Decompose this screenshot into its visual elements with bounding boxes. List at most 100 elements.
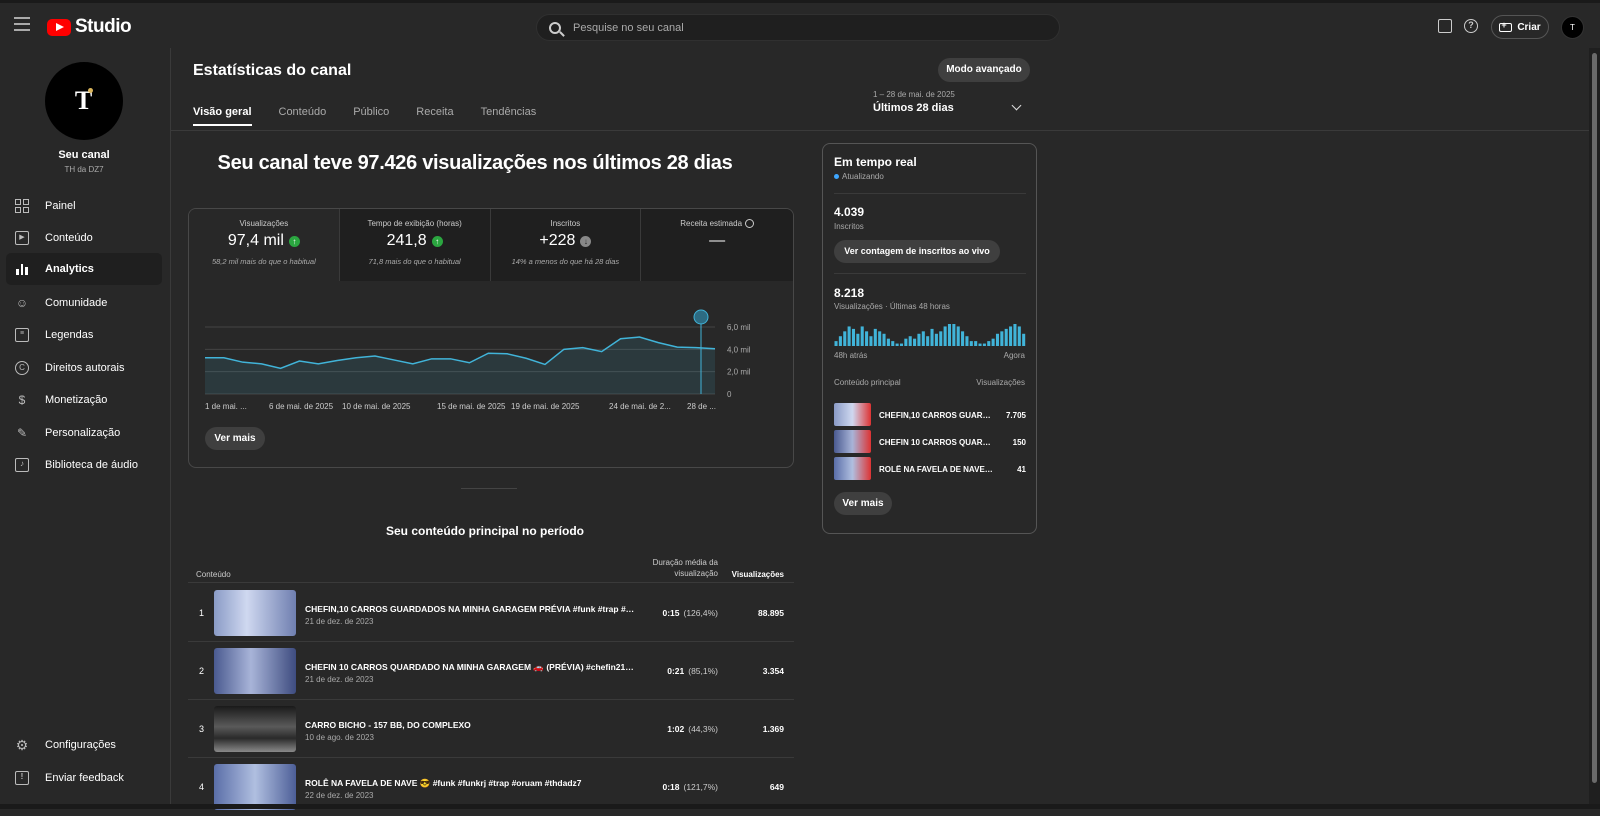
sidebar-item-label: Configurações — [45, 739, 116, 751]
realtime-list-item[interactable]: CHEFIN 10 CARROS QUARDADO NA MINHA GARAG… — [834, 430, 1026, 454]
video-title[interactable]: CHEFIN,10 CARROS GUARDADOS NA MINHA GARA… — [305, 604, 635, 614]
metric-value: 97,4 mil — [227, 232, 284, 249]
sidebar-item-feedback[interactable]: ! Enviar feedback — [6, 762, 162, 794]
main-content: Estatísticas do canal Modo avançado Visã… — [171, 48, 1600, 810]
top-bar: Studio ? Criar T — [0, 0, 1600, 48]
realtime-subscribers-label: Inscritos — [834, 222, 864, 231]
axis-start-label: 48h atrás — [834, 351, 868, 360]
duration-value: 0:15 — [662, 608, 680, 618]
realtime-list-item[interactable]: CHEFIN,10 CARROS GUARDADOS NA MINHA GARA… — [834, 403, 1026, 427]
metric-subscribers[interactable]: Inscritos +228 ↓ 14% a menos do que há 28… — [490, 209, 642, 281]
realtime-bar — [834, 341, 838, 346]
sidebar-item-dashboard[interactable]: Painel — [6, 190, 162, 222]
menu-icon[interactable] — [14, 17, 30, 31]
row-rank: 4 — [199, 782, 205, 792]
channel-label: Seu canal — [58, 149, 110, 161]
video-thumbnail[interactable] — [214, 648, 296, 694]
realtime-bar — [886, 338, 890, 346]
table-row[interactable]: 3 CARRO BICHO - 157 BB, DO COMPLEXO 10 d… — [188, 700, 794, 758]
messages-icon[interactable] — [1438, 19, 1452, 33]
sidebar-item-analytics[interactable]: Analytics — [6, 253, 162, 285]
realtime-list-item[interactable]: ROLÊ NA FAVELA DE NAVE 😎 41 — [834, 457, 1026, 481]
advanced-mode-button[interactable]: Modo avançado — [938, 58, 1030, 82]
data-point — [582, 346, 584, 348]
views-chart[interactable]: 6,0 mil 4,0 mil 2,0 mil 0 1 de mai. ... 6 de … — [189, 281, 793, 421]
divider — [834, 273, 1026, 274]
x-tick-label: 24 de mai. de 2... — [609, 402, 671, 411]
video-thumbnail[interactable] — [834, 430, 871, 453]
channel-avatar[interactable]: T — [45, 62, 123, 140]
realtime-bar — [943, 326, 947, 346]
column-views[interactable]: Visualizações — [731, 570, 784, 579]
data-point — [317, 363, 319, 365]
trend-up-icon: ↑ — [431, 235, 443, 247]
sidebar-item-customization[interactable]: ✎ Personalização — [6, 417, 162, 449]
realtime-bar — [895, 343, 899, 346]
table-row[interactable]: 4 ROLÊ NA FAVELA DE NAVE 😎 #funk #funkrj… — [188, 758, 794, 816]
sidebar-item-settings[interactable]: ⚙ Configurações — [6, 729, 162, 761]
create-label: Criar — [1517, 21, 1541, 33]
help-icon[interactable]: ? — [1464, 19, 1478, 33]
table-row[interactable]: 2 CHEFIN 10 CARROS QUARDADO NA MINHA GAR… — [188, 642, 794, 700]
video-title[interactable]: ROLÊ NA FAVELA DE NAVE 😎 #funk #funkrj #… — [305, 778, 582, 788]
tab-overview[interactable]: Visão geral — [193, 106, 252, 126]
chevron-down-icon[interactable] — [1011, 100, 1022, 111]
sidebar-item-label: Legendas — [45, 329, 94, 341]
data-point — [393, 359, 395, 361]
account-avatar[interactable]: T — [1561, 16, 1584, 39]
x-tick-label: 1 de mai. ... — [205, 402, 247, 411]
tab-content[interactable]: Conteúdo — [278, 106, 327, 118]
sidebar-item-community[interactable]: ☺ Comunidade — [6, 287, 162, 319]
metric-label: Receita estimada — [680, 219, 743, 228]
sidebar-item-audio-library[interactable]: ♪ Biblioteca de áudio — [6, 449, 162, 481]
live-subscriber-count-button[interactable]: Ver contagem de inscritos ao vivo — [834, 240, 1000, 263]
video-thumbnail[interactable] — [834, 457, 871, 480]
top-content-header: Conteúdo principal — [834, 378, 901, 387]
realtime-card: Em tempo real Atualizando 4.039 Inscrito… — [822, 143, 1037, 534]
analytics-tabs: Visão geral Conteúdo Público Receita Ten… — [193, 106, 536, 126]
taskbar-edge — [0, 804, 1600, 809]
search-bar[interactable] — [536, 14, 1060, 41]
tabs-divider — [171, 130, 1589, 131]
series-line — [205, 336, 716, 370]
realtime-bar — [974, 341, 978, 346]
analytics-icon — [15, 262, 29, 276]
table-row[interactable]: 1 CHEFIN,10 CARROS GUARDADOS NA MINHA GA… — [188, 584, 794, 642]
tab-revenue[interactable]: Receita — [416, 106, 454, 118]
realtime-bar — [961, 331, 965, 346]
video-thumbnail[interactable] — [834, 403, 871, 426]
video-thumbnail[interactable] — [214, 764, 296, 810]
realtime-bar-chart[interactable] — [834, 322, 1026, 346]
tab-audience[interactable]: Público — [353, 106, 390, 118]
video-thumbnail[interactable] — [214, 590, 296, 636]
sidebar-item-subtitles[interactable]: ≡ Legendas — [6, 319, 162, 351]
column-duration[interactable]: Duração média da visualização — [652, 558, 718, 578]
search-input[interactable] — [573, 21, 1013, 34]
realtime-views-label: Visualizações · Últimas 48 horas — [834, 302, 950, 311]
youtube-studio-logo[interactable]: Studio — [47, 16, 132, 38]
data-point — [506, 353, 508, 355]
video-title[interactable]: CHEFIN 10 CARROS QUARDADO NA MINHA GARAG… — [305, 662, 635, 672]
metric-watch-time[interactable]: Tempo de exibição (horas) 241,8 ↑ 71,8 ma… — [339, 209, 491, 281]
divider — [834, 193, 1026, 194]
video-title[interactable]: CARRO BICHO - 157 BB, DO COMPLEXO — [305, 720, 471, 730]
sidebar-item-monetization[interactable]: $ Monetização — [6, 384, 162, 416]
views-header: Visualizações — [976, 378, 1025, 387]
sidebar-item-label: Comunidade — [45, 297, 108, 309]
realtime-bar — [926, 336, 930, 346]
customization-icon: ✎ — [16, 426, 28, 440]
date-range-selector[interactable]: 1 – 28 de mai. de 2025 Últimos 28 dias — [873, 90, 955, 114]
sidebar-item-content[interactable]: ▶ Conteúdo — [6, 222, 162, 254]
sidebar-item-label: Analytics — [45, 263, 94, 275]
sidebar-item-copyright[interactable]: C Direitos autorais — [6, 352, 162, 384]
video-thumbnail[interactable] — [214, 706, 296, 752]
realtime-subscribers: 4.039 — [834, 205, 865, 219]
realtime-more-button[interactable]: Ver mais — [834, 492, 892, 515]
metric-revenue[interactable]: Receita estimada — — [641, 209, 793, 281]
create-button[interactable]: Criar — [1491, 15, 1549, 39]
metric-views[interactable]: Visualizações 97,4 mil ↑ 58,2 mil mais do… — [189, 209, 340, 281]
tab-trends[interactable]: Tendências — [480, 106, 537, 118]
data-point — [619, 338, 621, 340]
chart-more-button[interactable]: Ver mais — [205, 427, 265, 450]
scrollbar-thumb[interactable] — [1592, 53, 1597, 783]
